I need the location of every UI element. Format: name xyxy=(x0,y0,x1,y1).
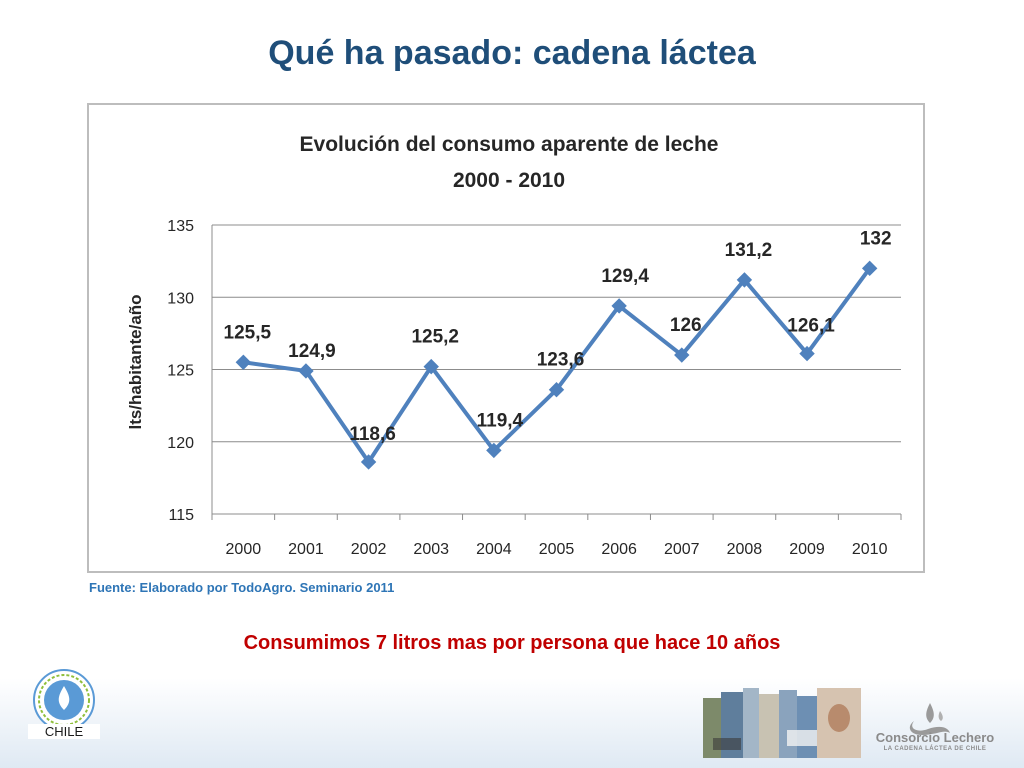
slide-title: Qué ha pasado: cadena láctea xyxy=(268,34,756,72)
data-point xyxy=(486,442,502,459)
x-tick-label: 2010 xyxy=(852,541,888,558)
data-label: 129,4 xyxy=(601,266,649,287)
chart-title: Evolución del consumo aparente de leche xyxy=(300,133,719,156)
x-tick-label: 2008 xyxy=(727,541,763,558)
data-label: 123,6 xyxy=(537,350,585,371)
y-tick-label: 125 xyxy=(167,363,194,380)
data-label: 124,9 xyxy=(288,341,336,362)
data-point xyxy=(674,347,690,363)
consorcio-name: Consorcio Lechero xyxy=(875,730,995,745)
dairy-photo-collage xyxy=(703,688,861,758)
conclusion-text: Consumimos 7 litros mas por persona que … xyxy=(243,632,781,654)
data-label: 126 xyxy=(670,315,702,336)
y-tick-label: 130 xyxy=(167,290,194,307)
fil-country-label: CHILE xyxy=(28,724,100,739)
data-label: 125,5 xyxy=(224,322,272,343)
y-axis-title: lts/habitante/año xyxy=(126,294,145,429)
data-label: 126,1 xyxy=(787,316,835,337)
x-tick-label: 2007 xyxy=(664,541,700,558)
x-tick-label: 2003 xyxy=(413,541,449,558)
source-note: Fuente: Elaborado por TodoAgro. Seminari… xyxy=(89,580,395,595)
x-tick-label: 2002 xyxy=(351,541,387,558)
data-point xyxy=(298,363,314,379)
chart-container: Evolución del consumo aparente de leche … xyxy=(87,103,925,573)
x-tick-label: 2001 xyxy=(288,541,324,558)
data-point xyxy=(423,358,439,375)
data-point xyxy=(548,382,565,398)
data-point xyxy=(235,354,252,370)
data-point xyxy=(799,345,815,362)
data-label: 119,4 xyxy=(477,410,524,431)
x-tick-label: 2009 xyxy=(789,541,825,558)
data-point xyxy=(611,298,627,314)
data-point xyxy=(861,260,878,277)
data-label: 118,6 xyxy=(349,424,396,445)
data-label: 125,2 xyxy=(411,327,459,348)
data-point xyxy=(360,454,377,470)
y-tick-label: 115 xyxy=(168,507,194,524)
y-tick-label: 120 xyxy=(167,435,194,452)
chart-subtitle: 2000 - 2010 xyxy=(453,169,565,192)
consorcio-tagline: LA CADENA LÁCTEA DE CHILE xyxy=(883,746,987,752)
data-label: 132 xyxy=(860,228,892,249)
data-label: 131,2 xyxy=(725,240,773,261)
x-tick-label: 2000 xyxy=(226,541,262,558)
line-chart: Evolución del consumo aparente de leche … xyxy=(126,133,902,558)
x-tick-label: 2006 xyxy=(601,541,637,558)
y-tick-label: 135 xyxy=(167,218,194,235)
consorcio-lechero-logo xyxy=(909,703,950,735)
x-tick-label: 2004 xyxy=(476,541,512,558)
x-tick-label: 2005 xyxy=(539,541,575,558)
data-point xyxy=(736,272,753,288)
fil-idf-logo xyxy=(33,669,95,731)
